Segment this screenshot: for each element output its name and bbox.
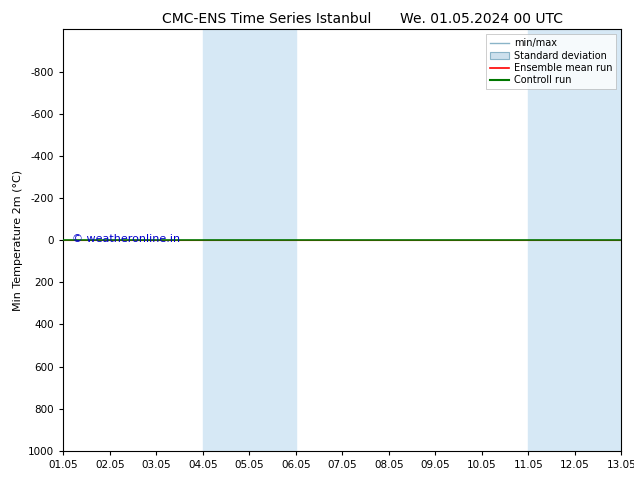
Bar <box>528 29 621 451</box>
Text: © weatheronline.in: © weatheronline.in <box>72 234 180 244</box>
Bar <box>203 29 296 451</box>
Y-axis label: Min Temperature 2m (°C): Min Temperature 2m (°C) <box>13 170 23 311</box>
Legend: min/max, Standard deviation, Ensemble mean run, Controll run: min/max, Standard deviation, Ensemble me… <box>486 34 616 89</box>
Text: We. 01.05.2024 00 UTC: We. 01.05.2024 00 UTC <box>400 12 564 26</box>
Text: CMC-ENS Time Series Istanbul: CMC-ENS Time Series Istanbul <box>162 12 371 26</box>
